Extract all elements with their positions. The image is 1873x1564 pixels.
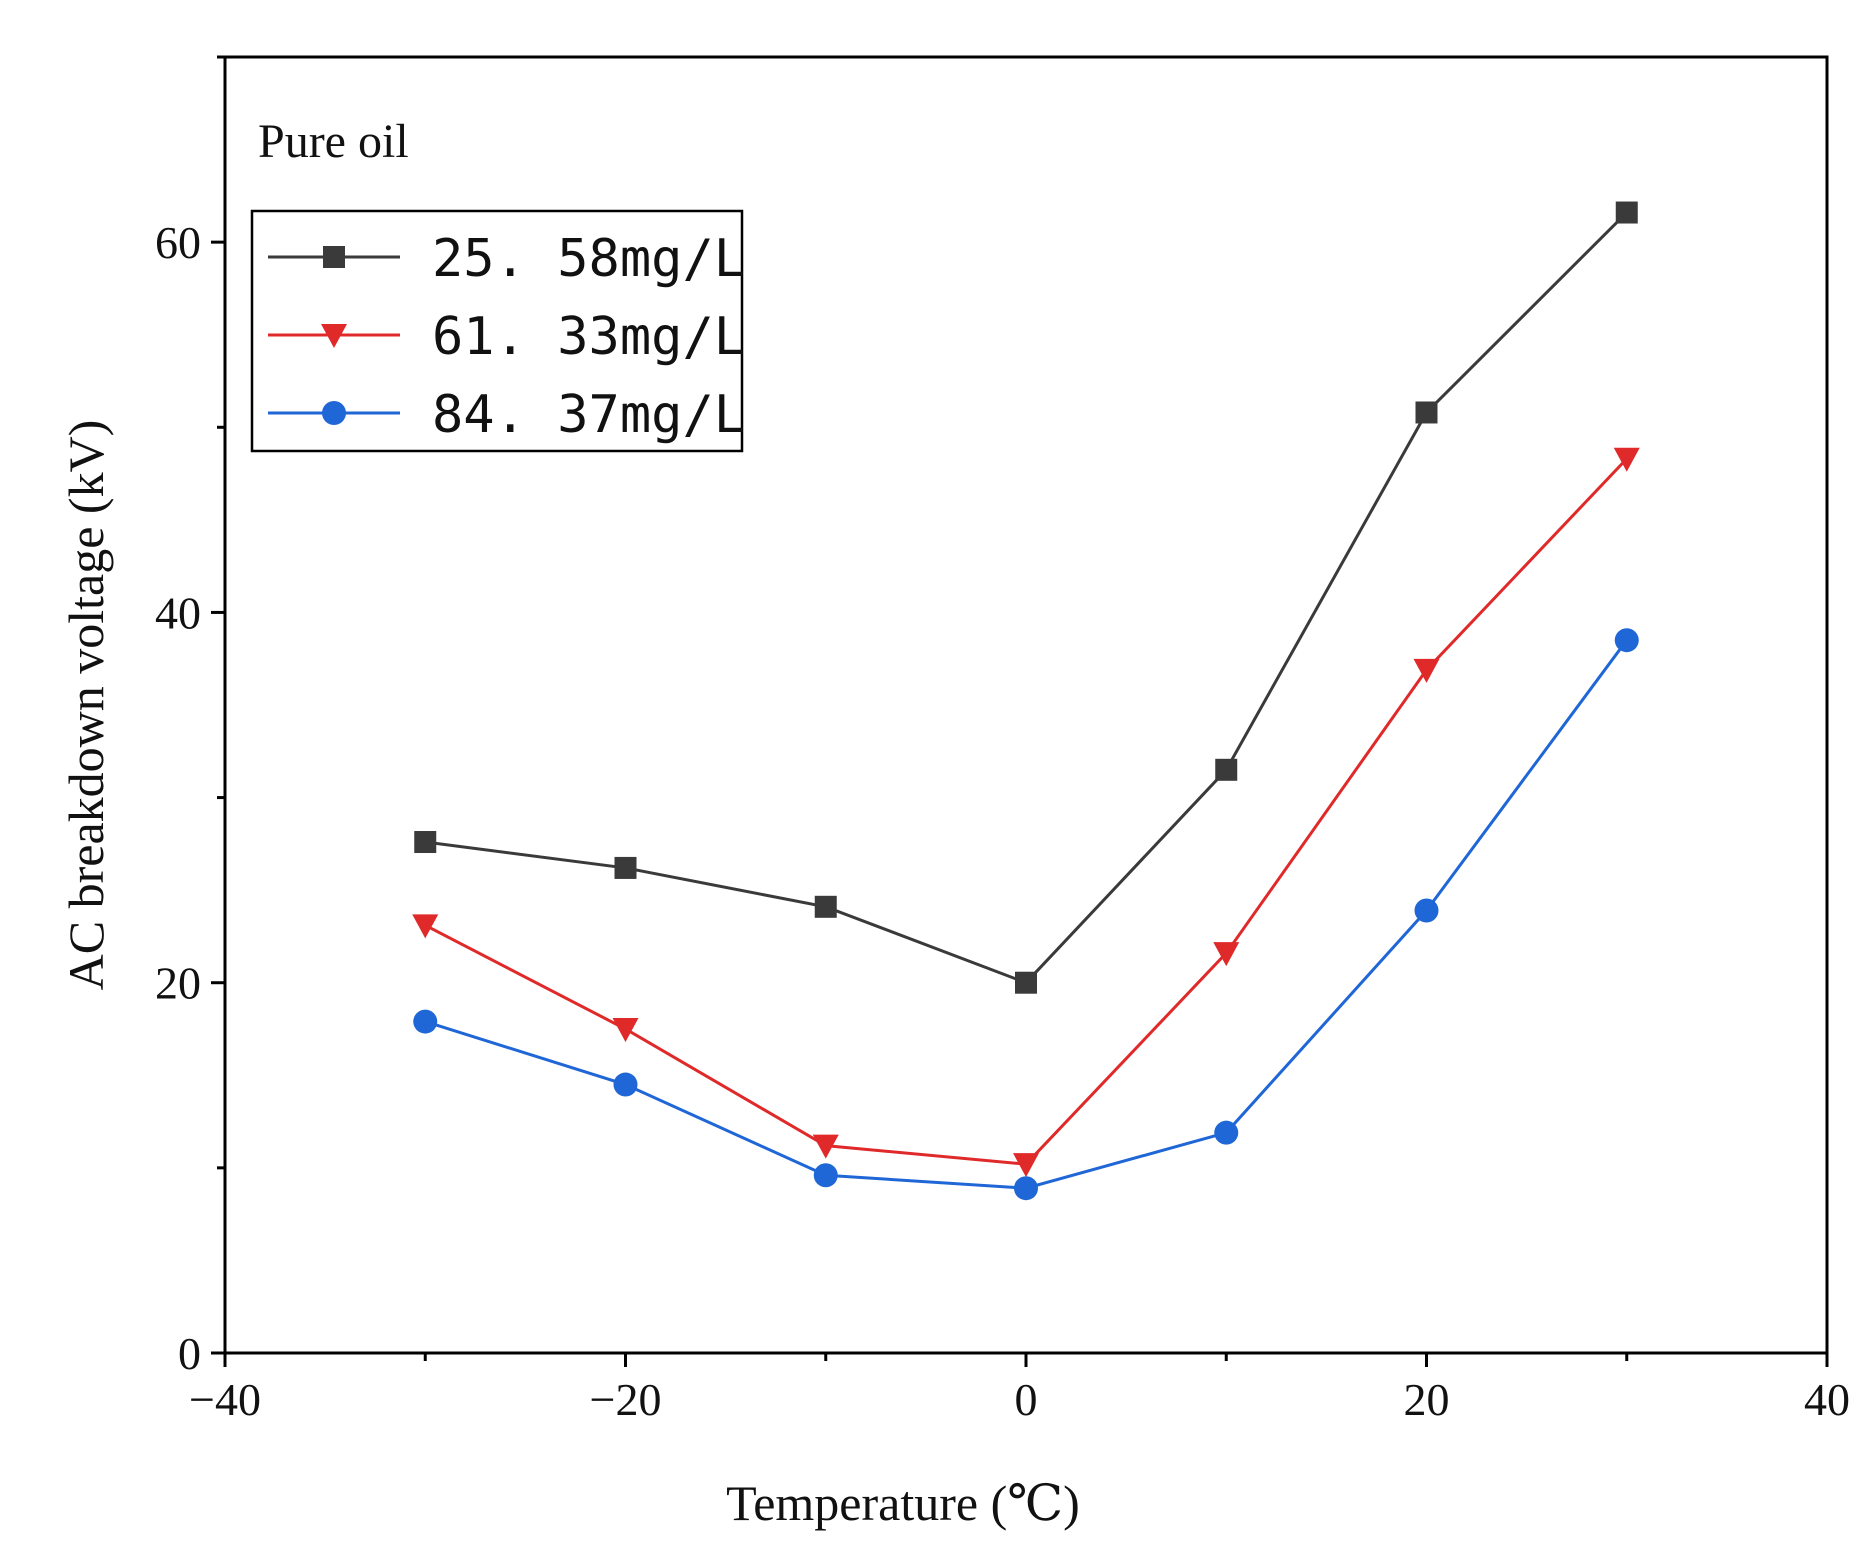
data-point (613, 1072, 638, 1097)
series-layer (412, 201, 1640, 1201)
data-point (612, 1018, 639, 1042)
x-tick-label: −40 (189, 1374, 261, 1425)
data-point (1415, 401, 1438, 424)
x-axis-title: Temperature (℃) (726, 1475, 1080, 1531)
x-tick-label: −20 (590, 1374, 662, 1425)
annotation-label: Pure oil (258, 115, 409, 168)
legend-marker (322, 401, 346, 425)
data-point (1414, 898, 1439, 923)
data-point (1014, 1176, 1038, 1201)
data-point (1214, 1120, 1239, 1145)
legend-item: 25. 58mg/L (268, 229, 745, 289)
data-point (812, 1134, 839, 1159)
y-tick-label: 60 (155, 217, 201, 268)
data-point (814, 895, 837, 918)
y-tick-label: 0 (178, 1328, 201, 1379)
legend: 25. 58mg/L 61. 33mg/L 84. 37mg/L (250, 209, 745, 453)
data-point (414, 831, 437, 854)
y-tick-label: 20 (155, 958, 201, 1009)
data-point (1413, 658, 1440, 683)
data-point (1013, 1153, 1039, 1178)
series-line (424, 639, 1628, 1190)
x-tick-label: 20 (1404, 1374, 1450, 1425)
legend-label: 25. 58mg/L (432, 229, 745, 289)
data-point (1213, 942, 1240, 967)
legend-item: 61. 33mg/L (268, 307, 745, 367)
series-line (424, 457, 1628, 1166)
data-point (413, 1009, 438, 1034)
data-point (1015, 971, 1037, 994)
x-tick-label: 0 (1015, 1374, 1038, 1425)
data-point (412, 914, 439, 939)
data-point (1215, 758, 1238, 781)
legend-marker (321, 324, 347, 348)
series-2 (412, 447, 1640, 1178)
data-point (1615, 201, 1638, 224)
data-point (1614, 628, 1639, 653)
data-point (1613, 447, 1640, 472)
y-tick-label: 40 (155, 587, 201, 638)
data-point (614, 856, 637, 879)
series-1 (414, 201, 1638, 994)
legend-item: 84. 37mg/L (268, 385, 745, 445)
legend-label: 84. 37mg/L (432, 385, 745, 445)
x-tick-label: 40 (1804, 1374, 1850, 1425)
y-axis-title: AC breakdown voltage (kV) (58, 420, 114, 991)
x-axis-ticks: −40 −20 0 20 40 (189, 1353, 1850, 1425)
y-axis-ticks: 0 20 40 60 (155, 55, 225, 1379)
series-3 (413, 628, 1639, 1201)
legend-label: 61. 33mg/L (432, 307, 745, 367)
data-point (813, 1163, 838, 1188)
legend-marker (323, 246, 345, 268)
